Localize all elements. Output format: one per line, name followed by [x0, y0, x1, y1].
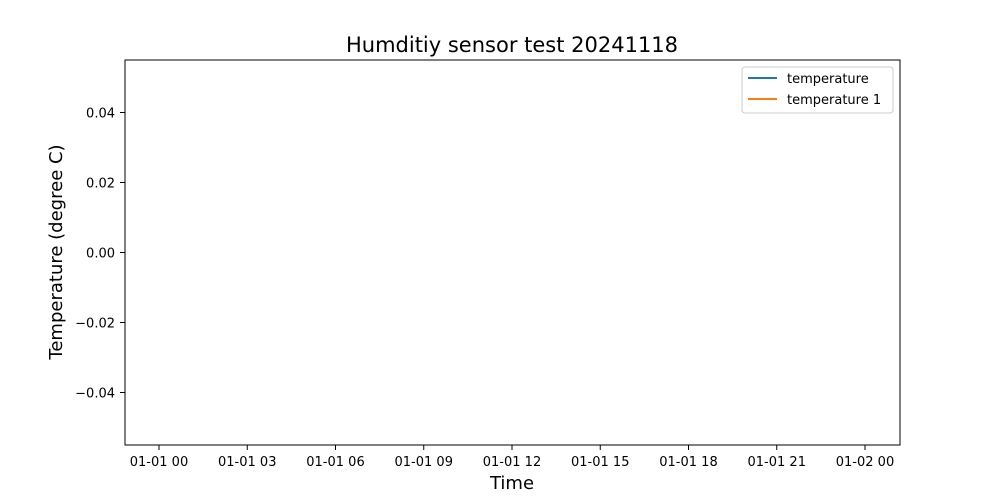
legend-label: temperature — [787, 72, 869, 87]
x-tick-label: 01-02 00 — [836, 455, 894, 470]
x-tick-label: 01-01 03 — [218, 455, 276, 470]
y-axis-ticks: −0.04 −0.02 0.00 0.02 0.04 — [75, 107, 125, 402]
y-tick-label: 0.04 — [86, 107, 115, 122]
legend-entries: temperature temperature 1 — [748, 72, 881, 108]
y-tick-label: −0.02 — [75, 317, 115, 332]
x-axis-ticks: 01-01 00 01-01 03 01-01 06 01-01 09 01-01 12… — [130, 445, 894, 470]
x-tick-label: 01-01 06 — [306, 455, 364, 470]
x-tick-label: 01-01 00 — [130, 455, 188, 470]
chart-title: Humditiy sensor test 20241118 — [346, 33, 678, 57]
x-tick-label: 01-01 09 — [395, 455, 453, 470]
legend-box — [741, 66, 894, 114]
legend: temperature temperature 1 — [741, 66, 894, 114]
x-tick-label: 01-01 15 — [571, 455, 629, 470]
legend-label: temperature 1 — [787, 93, 881, 108]
y-tick-label: 0.02 — [86, 177, 115, 192]
x-tick-label: 01-01 12 — [483, 455, 541, 470]
x-axis-label: Time — [489, 473, 534, 494]
y-tick-label: −0.04 — [75, 387, 115, 402]
plot-area — [124, 59, 901, 446]
y-tick-label: 0.00 — [86, 247, 115, 262]
y-axis-label: Temperature (degree C) — [46, 144, 67, 360]
x-tick-label: 01-01 18 — [659, 455, 717, 470]
x-tick-label: 01-01 21 — [748, 455, 806, 470]
